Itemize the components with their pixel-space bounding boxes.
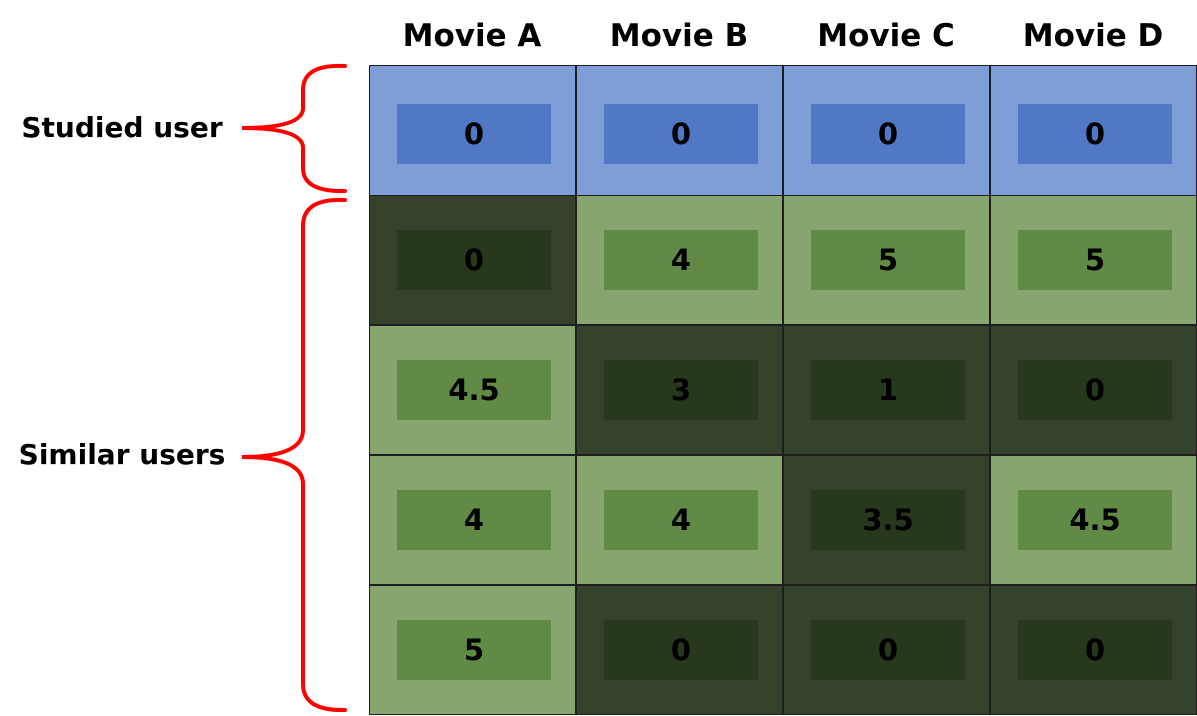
rating-cell-row2-movie-b: 4 xyxy=(576,195,783,325)
rating-value: 0 xyxy=(604,620,758,680)
rating-cell-row3-movie-c: 1 xyxy=(783,325,990,455)
rating-cell-row3-movie-a: 4.5 xyxy=(369,325,576,455)
rating-value: 4.5 xyxy=(397,360,551,420)
rating-cell-row5-movie-c: 0 xyxy=(783,585,990,715)
rating-value: 4 xyxy=(604,490,758,550)
rating-value: 5 xyxy=(397,620,551,680)
rating-value: 0 xyxy=(397,230,551,290)
column-header-movie-b: Movie B xyxy=(609,18,749,54)
rating-value: 0 xyxy=(1018,104,1172,164)
column-header-movie-c: Movie C xyxy=(817,18,955,54)
rating-value: 3.5 xyxy=(811,490,965,550)
rating-cell-row2-movie-d: 5 xyxy=(990,195,1197,325)
rating-cell-row1-movie-d: 0 xyxy=(990,65,1197,196)
similar-users-label: Similar users xyxy=(18,438,226,471)
rating-cell-row2-movie-c: 5 xyxy=(783,195,990,325)
rating-cell-row4-movie-c: 3.5 xyxy=(783,455,990,585)
rating-value: 0 xyxy=(604,104,758,164)
rating-cell-row5-movie-a: 5 xyxy=(369,585,576,715)
similar-users-brace xyxy=(241,197,347,713)
rating-cell-row4-movie-d: 4.5 xyxy=(990,455,1197,585)
rating-value: 4 xyxy=(604,230,758,290)
rating-value: 3 xyxy=(604,360,758,420)
rating-value: 4 xyxy=(397,490,551,550)
rating-value: 0 xyxy=(1018,360,1172,420)
column-header-movie-a: Movie A xyxy=(402,18,542,54)
rating-cell-row2-movie-a: 0 xyxy=(369,195,576,325)
rating-value: 0 xyxy=(1018,620,1172,680)
rating-value: 0 xyxy=(811,104,965,164)
rating-cell-row5-movie-b: 0 xyxy=(576,585,783,715)
rating-cell-row3-movie-d: 0 xyxy=(990,325,1197,455)
rating-cell-row4-movie-b: 4 xyxy=(576,455,783,585)
rating-cell-row5-movie-d: 0 xyxy=(990,585,1197,715)
rating-cell-row1-movie-c: 0 xyxy=(783,65,990,196)
column-header-movie-d: Movie D xyxy=(1022,18,1164,54)
rating-cell-row1-movie-b: 0 xyxy=(576,65,783,196)
rating-cell-row3-movie-b: 3 xyxy=(576,325,783,455)
rating-value: 5 xyxy=(811,230,965,290)
rating-cell-row1-movie-a: 0 xyxy=(369,65,576,196)
studied-user-brace xyxy=(241,63,347,194)
rating-value: 5 xyxy=(1018,230,1172,290)
rating-value: 4.5 xyxy=(1018,490,1172,550)
rating-cell-row4-movie-a: 4 xyxy=(369,455,576,585)
rating-value: 0 xyxy=(811,620,965,680)
studied-user-label: Studied user xyxy=(21,111,223,144)
rating-value: 0 xyxy=(397,104,551,164)
rating-value: 1 xyxy=(811,360,965,420)
